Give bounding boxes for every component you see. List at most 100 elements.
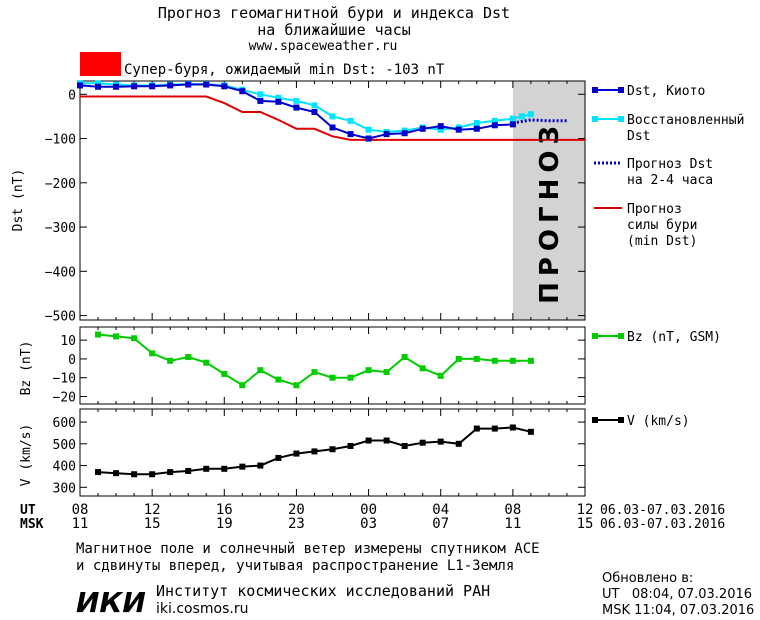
series-restored-point xyxy=(437,126,444,133)
dst-ytick-label: −500 xyxy=(45,310,76,325)
series-kyoto-point xyxy=(293,104,300,111)
storm-indicator-box xyxy=(80,52,121,76)
series-kyoto-point xyxy=(275,98,282,105)
legend-restored: Восстановленный Dst xyxy=(592,113,744,144)
msk-tick-label: 19 xyxy=(216,516,233,532)
series-bz-point xyxy=(275,376,282,383)
series-kyoto-point xyxy=(491,122,498,129)
series-restored-point xyxy=(527,111,534,118)
series-v-point xyxy=(113,470,120,477)
bz-ytick-label: −10 xyxy=(53,372,76,387)
series-restored-point xyxy=(275,94,282,101)
series-restored-point xyxy=(473,120,480,127)
msk-tick-label: 03 xyxy=(360,516,377,532)
series-kyoto-point xyxy=(95,83,102,90)
series-bz-point xyxy=(95,331,102,338)
series-v-point xyxy=(257,462,264,469)
legend-bz-marker xyxy=(618,333,624,339)
legend-v-label: V (km/s) xyxy=(627,414,690,429)
iki-logo: ИКИ xyxy=(76,586,146,619)
msk-tick-label: 15 xyxy=(577,516,594,532)
series-restored-point xyxy=(311,102,318,109)
series-kyoto-point xyxy=(437,123,444,130)
series-bz-line xyxy=(97,333,531,387)
updated-label: Обновлено в: xyxy=(602,571,693,586)
series-v-point xyxy=(383,437,390,444)
legend-restored-label-2: Dst xyxy=(627,129,650,144)
v-frame xyxy=(79,408,586,497)
series-kyoto-point xyxy=(221,83,228,90)
series-v-point xyxy=(293,450,300,457)
series-bz-point xyxy=(455,355,462,362)
msk-tick-label: 23 xyxy=(288,516,305,532)
series-bz-point xyxy=(293,382,300,389)
series-v-point xyxy=(203,465,210,472)
series-kyoto-point xyxy=(113,83,120,90)
series-kyoto-point xyxy=(365,135,372,142)
series-kyoto-point xyxy=(149,83,156,90)
legend-forecast-label-1: Прогноз Dst xyxy=(627,157,713,172)
ut-tick-label: 04 xyxy=(432,502,449,518)
bz-panel: 10 0 −10 −20 xyxy=(53,326,586,405)
series-v-point xyxy=(347,442,354,449)
ut-tick-label: 08 xyxy=(72,502,89,518)
series-v-point xyxy=(239,463,246,470)
bz-ytick-label: 0 xyxy=(68,353,76,368)
footer-note-line1: Магнитное поле и солнечный ветер измерен… xyxy=(76,541,540,557)
legend-forecast-label-2: на 2-4 часа xyxy=(627,173,713,188)
dst-ytick-label: −400 xyxy=(45,265,76,280)
storm-label: Супер-буря, ожидаемый min Dst: -103 nT xyxy=(124,62,445,78)
series-kyoto-line xyxy=(79,83,513,140)
series-kyoto-point xyxy=(419,125,426,132)
series-restored-point xyxy=(257,91,264,98)
series-v-point xyxy=(509,424,516,431)
series-bz-point xyxy=(491,357,498,364)
x-tick-labels: 08 12 16 20 00 04 08 12 11 15 19 23 03 07 11 15 xyxy=(72,502,594,532)
ut-date-range: 06.03-07.03.2016 xyxy=(600,503,725,518)
ut-tick-label: 16 xyxy=(216,502,233,518)
series-bz-point xyxy=(383,369,390,376)
series-bz-point xyxy=(131,335,138,342)
updated-ut: UT 08:04, 07.03.2016 xyxy=(602,587,752,602)
v-panel: 600 500 400 300 xyxy=(53,408,586,497)
legend-bz-marker xyxy=(592,333,598,339)
series-v-point xyxy=(149,471,156,478)
msk-tick-label: 07 xyxy=(432,516,449,532)
series-bz-point xyxy=(365,367,372,374)
series-v-point xyxy=(419,439,426,446)
ut-tick-label: 08 xyxy=(504,502,521,518)
series-kyoto-point xyxy=(77,82,83,89)
msk-date-range: 06.03-07.03.2016 xyxy=(600,517,725,532)
series-bz-point xyxy=(185,354,192,361)
dst-panel: 0 −100 −200 −300 −400 −500 xyxy=(45,80,586,325)
v-ytick-label: 300 xyxy=(53,481,76,496)
series-storm-line xyxy=(80,95,585,141)
legend-v: V (km/s) xyxy=(592,414,690,429)
msk-tick-label: 11 xyxy=(72,516,89,532)
series-bz-point xyxy=(401,354,408,361)
series-kyoto-point xyxy=(383,131,390,138)
series-bz-point xyxy=(203,359,210,366)
msk-tick-label: 11 xyxy=(504,516,521,532)
series-v-point xyxy=(473,425,480,432)
legend-v-marker xyxy=(618,417,624,423)
footer-note-line2: и сдвинуты вперед, учитывая распростране… xyxy=(76,558,514,574)
institute-name: Институт космических исследований РАН xyxy=(156,582,490,600)
series-v-point xyxy=(221,465,228,472)
series-kyoto-point xyxy=(455,126,462,133)
series-restored-point xyxy=(491,117,498,124)
series-kyoto-point xyxy=(329,124,336,131)
ut-tick-label: 20 xyxy=(288,502,305,518)
series-v-point xyxy=(527,428,534,435)
chart-title-line2: на ближайшие часы xyxy=(257,21,411,39)
dst-ytick-label: −300 xyxy=(45,221,76,236)
series-bz-point xyxy=(113,333,120,340)
series-kyoto-point xyxy=(167,82,174,89)
series-bz-point xyxy=(347,374,354,381)
series-v-point xyxy=(365,437,372,444)
series-kyoto-point xyxy=(185,81,192,88)
series-restored-point xyxy=(293,97,300,104)
series-bz-point xyxy=(149,350,156,357)
series-v-point xyxy=(131,471,138,478)
